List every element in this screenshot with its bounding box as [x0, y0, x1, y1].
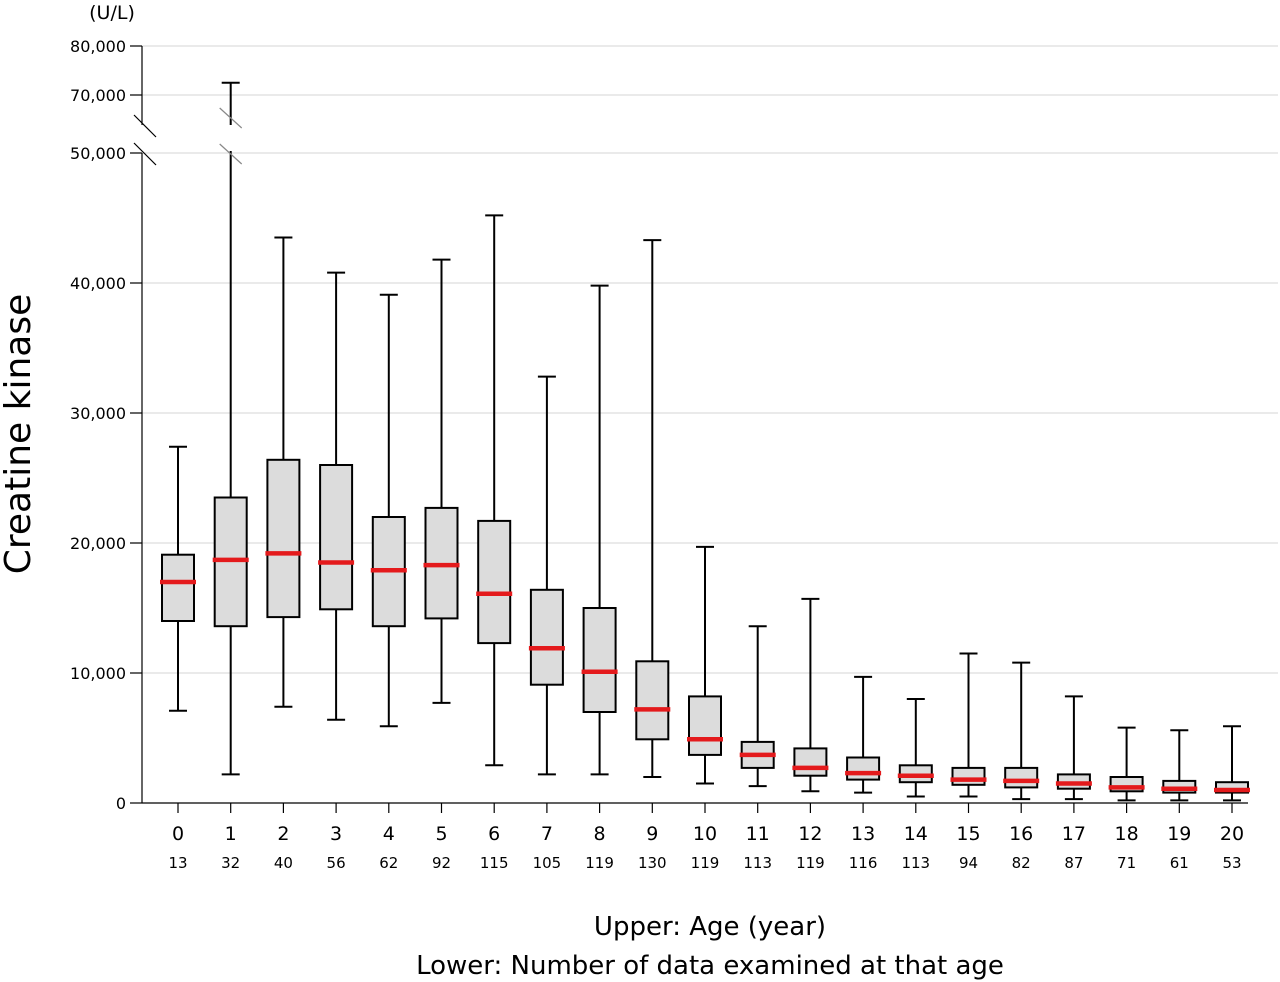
- count-label: 94: [959, 854, 978, 872]
- y-tick-label: 50,000: [70, 144, 126, 163]
- count-label: 113: [743, 854, 772, 872]
- count-label: 92: [432, 854, 451, 872]
- count-label: 130: [638, 854, 667, 872]
- iqr-box: [161, 553, 195, 623]
- age-label: 4: [383, 823, 395, 845]
- age-label: 13: [851, 823, 875, 845]
- whisker-break-mark: [219, 107, 243, 129]
- iqr-box: [1215, 781, 1249, 794]
- iqr-box: [1004, 766, 1039, 789]
- iqr-box: [793, 747, 828, 777]
- y-tick-label: 70,000: [70, 86, 126, 105]
- whisker-break-mark: [219, 143, 243, 165]
- age-label: 1: [225, 823, 237, 845]
- count-label: 105: [533, 854, 562, 872]
- count-label: 56: [327, 854, 346, 872]
- axis-break-mark: [133, 142, 157, 166]
- y-tick-label: 0: [116, 794, 126, 813]
- age-label: 14: [904, 823, 928, 845]
- age-label: 2: [277, 823, 289, 845]
- iqr-box: [635, 660, 670, 741]
- count-label: 40: [274, 854, 293, 872]
- count-label: 13: [168, 854, 187, 872]
- count-label: 71: [1117, 854, 1136, 872]
- age-label: 11: [746, 823, 770, 845]
- count-label: 62: [379, 854, 398, 872]
- age-label: 19: [1167, 823, 1191, 845]
- iqr-box: [846, 756, 881, 781]
- whisker-break-gap: [216, 125, 245, 151]
- y-axis-title: Creatine kinase: [0, 294, 39, 575]
- count-label: 116: [849, 854, 878, 872]
- y-tick-label: 40,000: [70, 274, 126, 293]
- axes: 0 10,000 20,000 30,000 40,000 50,000 70,000 80,…: [70, 37, 1248, 872]
- iqr-box: [529, 588, 564, 686]
- count-label: 32: [221, 854, 240, 872]
- iqr-box: [266, 458, 301, 619]
- age-label: 7: [541, 823, 553, 845]
- y-unit-label: (U/L): [89, 2, 135, 24]
- iqr-box: [688, 695, 722, 756]
- age-label: 6: [488, 823, 500, 845]
- age-label: 17: [1062, 823, 1086, 845]
- age-label: 15: [956, 823, 980, 845]
- y-tick-label: 80,000: [70, 37, 126, 56]
- age-label: 16: [1009, 823, 1033, 845]
- iqr-box: [951, 766, 986, 786]
- count-label: 119: [585, 854, 614, 872]
- age-label: 12: [798, 823, 822, 845]
- count-label: 53: [1222, 854, 1241, 872]
- count-label: 61: [1170, 854, 1189, 872]
- age-label: 9: [646, 823, 658, 845]
- y-tick-label: 10,000: [70, 664, 126, 683]
- box-plots: [160, 81, 1250, 802]
- iqr-box: [582, 607, 617, 713]
- y-tick-label: 20,000: [70, 534, 126, 553]
- age-label: 18: [1115, 823, 1139, 845]
- y-tick-label: 30,000: [70, 404, 126, 423]
- count-label: 115: [480, 854, 509, 872]
- count-label: 119: [796, 854, 825, 872]
- count-label: 113: [901, 854, 930, 872]
- count-label: 119: [691, 854, 720, 872]
- age-label: 8: [594, 823, 606, 845]
- age-label: 5: [435, 823, 447, 845]
- age-label: 0: [172, 823, 184, 845]
- gridlines: [142, 45, 1278, 674]
- age-label: 10: [693, 823, 717, 845]
- age-label: 3: [330, 823, 342, 845]
- age-label: 20: [1220, 823, 1244, 845]
- iqr-box: [319, 464, 354, 611]
- iqr-box: [477, 519, 512, 645]
- count-label: 87: [1064, 854, 1083, 872]
- count-label: 82: [1012, 854, 1031, 872]
- x-axis-title-line-1: Upper: Age (year): [594, 912, 826, 942]
- axis-break-mark: [133, 114, 157, 138]
- x-axis-title-line-2: Lower: Number of data examined at that a…: [416, 951, 1004, 981]
